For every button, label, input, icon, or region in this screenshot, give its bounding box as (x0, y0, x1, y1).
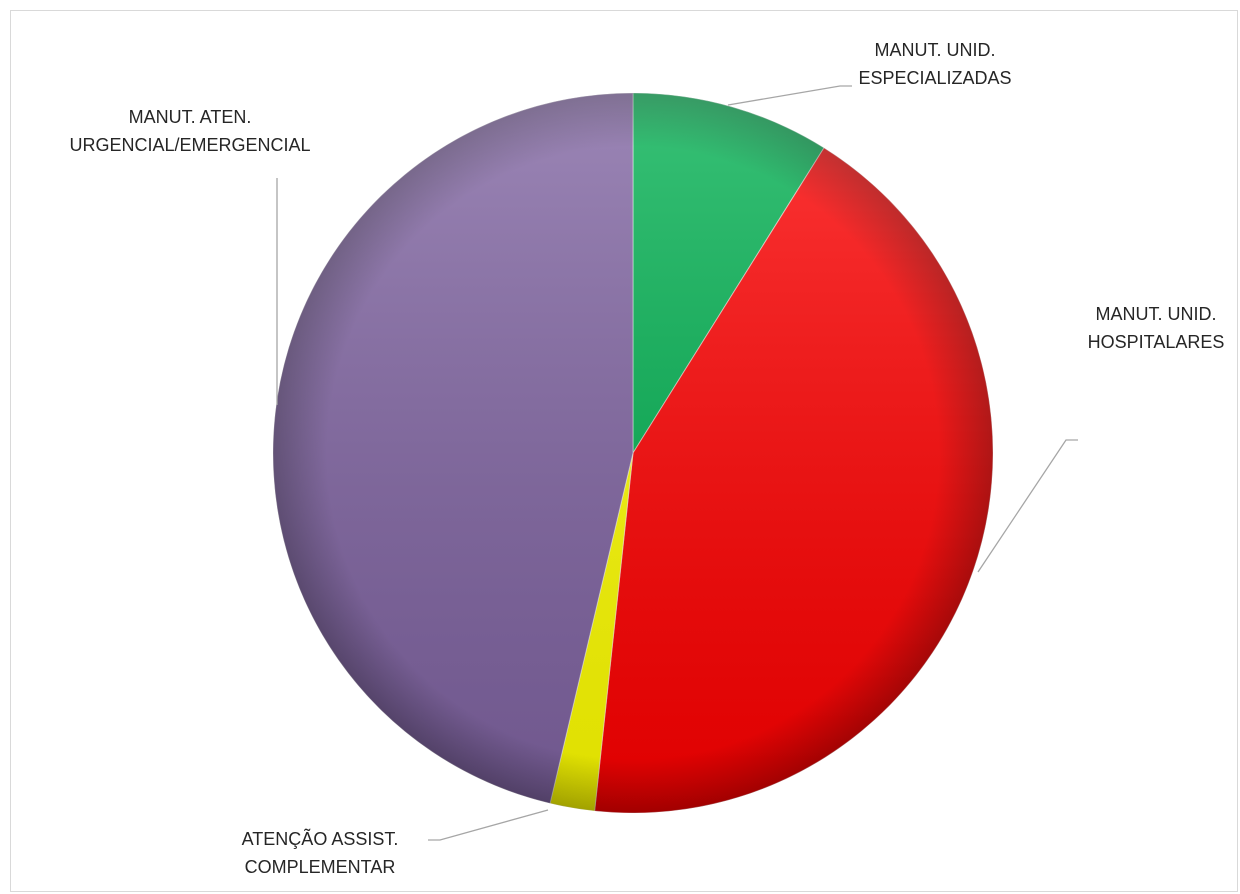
slice-label-line: ATENÇÃO ASSIST. (242, 828, 399, 849)
slice-label-4: MANUT. ATEN. URGENCIAL/EMERGENCIAL (69, 107, 310, 155)
leader-line-2 (977, 439, 1078, 573)
slice-label-line: MANUT. UNID. (1096, 304, 1217, 324)
slice-label-line: COMPLEMENTAR (245, 857, 396, 877)
leader-line-1 (727, 85, 852, 106)
slice-label-line: MANUT. UNID. (875, 40, 996, 60)
slice-label-line: MANUT. ATEN. (129, 107, 252, 127)
slice-label-line: ESPECIALIZADAS (858, 68, 1011, 88)
leader-line-3 (428, 809, 549, 841)
slice-label-3: ATENÇÃO ASSIST. COMPLEMENTAR (242, 828, 399, 877)
slice-label-line: HOSPITALARES (1088, 332, 1225, 352)
slice-label-2: MANUT. UNID. HOSPITALARES (1088, 304, 1225, 352)
slice-label-1: MANUT. UNID. ESPECIALIZADAS (858, 40, 1011, 88)
slice-label-line: URGENCIAL/EMERGENCIAL (69, 135, 310, 155)
